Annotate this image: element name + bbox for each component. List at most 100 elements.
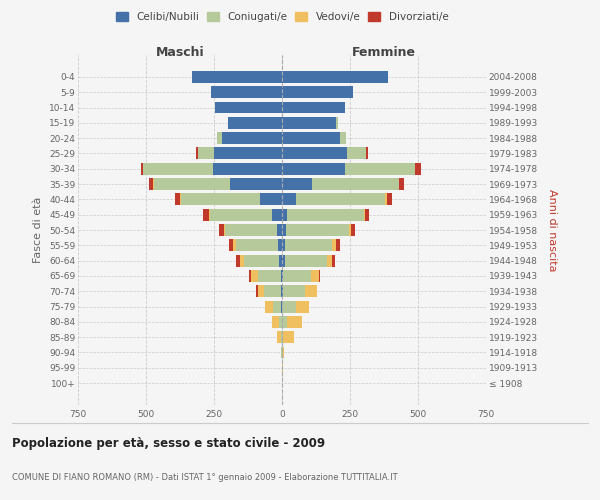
Bar [256, 286, 257, 297]
Bar [181, 194, 260, 205]
Bar [227, 117, 282, 129]
Text: Maschi: Maschi [155, 46, 205, 60]
Bar [236, 240, 278, 252]
Bar [265, 300, 273, 312]
Bar [282, 224, 286, 236]
Bar [282, 194, 296, 205]
Bar [285, 240, 332, 252]
Bar [364, 208, 365, 220]
Bar [211, 86, 282, 98]
Bar [251, 270, 257, 282]
Bar [203, 208, 209, 220]
Bar [209, 208, 210, 220]
Bar [192, 71, 282, 83]
Bar [286, 224, 349, 236]
Bar [332, 240, 337, 252]
Text: Popolazione per età, sesso e stato civile - 2009: Popolazione per età, sesso e stato civil… [12, 438, 325, 450]
Bar [282, 254, 285, 266]
Bar [337, 117, 338, 129]
Bar [229, 240, 233, 252]
Bar [224, 224, 225, 236]
Y-axis label: Anni di nascita: Anni di nascita [547, 188, 557, 271]
Bar [352, 224, 355, 236]
Bar [277, 331, 281, 343]
Bar [250, 270, 251, 282]
Bar [149, 178, 153, 190]
Bar [215, 102, 282, 114]
Bar [279, 316, 282, 328]
Bar [282, 86, 353, 98]
Bar [279, 254, 282, 266]
Y-axis label: Fasce di età: Fasce di età [34, 197, 43, 263]
Bar [282, 300, 296, 312]
Bar [196, 148, 197, 160]
Bar [180, 194, 181, 205]
Bar [283, 286, 305, 297]
Bar [225, 224, 277, 236]
Bar [222, 132, 282, 144]
Text: Femmine: Femmine [352, 46, 416, 60]
Bar [143, 163, 212, 174]
Bar [282, 163, 344, 174]
Bar [282, 102, 344, 114]
Bar [387, 194, 392, 205]
Bar [282, 270, 283, 282]
Bar [230, 178, 282, 190]
Bar [305, 286, 317, 297]
Bar [272, 208, 282, 220]
Bar [282, 331, 283, 343]
Bar [415, 163, 421, 174]
Bar [385, 194, 387, 205]
Bar [140, 163, 143, 174]
Bar [319, 270, 320, 282]
Bar [282, 148, 347, 160]
Bar [257, 270, 281, 282]
Bar [365, 208, 369, 220]
Bar [282, 286, 283, 297]
Bar [344, 163, 415, 174]
Bar [154, 178, 230, 190]
Bar [210, 208, 272, 220]
Bar [283, 270, 311, 282]
Bar [265, 286, 281, 297]
Bar [347, 148, 367, 160]
Bar [260, 194, 282, 205]
Bar [153, 178, 154, 190]
Bar [282, 132, 340, 144]
Bar [296, 194, 385, 205]
Bar [312, 178, 399, 190]
Bar [327, 254, 332, 266]
Bar [282, 208, 287, 220]
Bar [282, 117, 337, 129]
Bar [281, 286, 282, 297]
Bar [285, 254, 327, 266]
Bar [236, 254, 240, 266]
Bar [332, 254, 335, 266]
Bar [283, 331, 294, 343]
Bar [349, 224, 352, 236]
Bar [281, 270, 282, 282]
Bar [287, 316, 302, 328]
Bar [220, 224, 224, 236]
Bar [287, 208, 364, 220]
Bar [244, 254, 279, 266]
Bar [281, 331, 282, 343]
Bar [214, 148, 282, 160]
Bar [340, 132, 346, 144]
Bar [277, 224, 282, 236]
Bar [175, 194, 180, 205]
Bar [273, 300, 281, 312]
Bar [240, 254, 244, 266]
Bar [272, 316, 279, 328]
Bar [337, 240, 340, 252]
Bar [282, 71, 388, 83]
Bar [399, 178, 404, 190]
Legend: Celibi/Nubili, Coniugati/e, Vedovi/e, Divorziati/e: Celibi/Nubili, Coniugati/e, Vedovi/e, Di… [112, 8, 452, 26]
Bar [282, 178, 312, 190]
Bar [217, 132, 222, 144]
Bar [257, 286, 265, 297]
Bar [197, 148, 214, 160]
Bar [283, 346, 284, 358]
Bar [278, 240, 282, 252]
Text: COMUNE DI FIANO ROMANO (RM) - Dati ISTAT 1° gennaio 2009 - Elaborazione TUTTITAL: COMUNE DI FIANO ROMANO (RM) - Dati ISTAT… [12, 473, 398, 482]
